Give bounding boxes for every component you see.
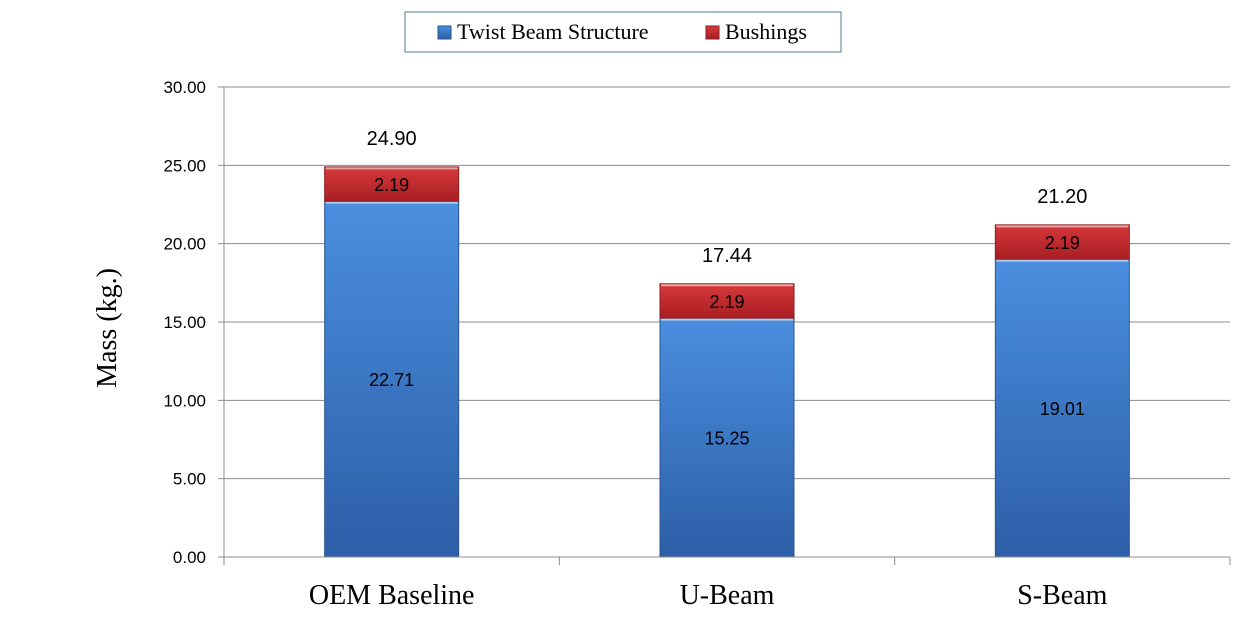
data-label: 15.25 xyxy=(704,429,749,449)
bar-segment xyxy=(324,200,460,558)
labels: 0.00 5.00 10.00 15.00 20.00 25.00 30.00 22.71 2.… xyxy=(92,78,1108,611)
axes xyxy=(218,86,1231,565)
data-label: 22.71 xyxy=(369,370,414,390)
total-label: 17.44 xyxy=(702,245,752,267)
bars xyxy=(324,166,1130,558)
x-tick-label: U-Beam xyxy=(680,580,775,611)
y-tick-label: 0.00 xyxy=(173,548,206,567)
bar-segment xyxy=(994,258,1130,558)
bar-segment xyxy=(659,317,795,558)
bar-segment xyxy=(324,166,460,202)
legend-label: Bushings xyxy=(725,19,807,44)
data-label: 2.19 xyxy=(709,292,744,312)
y-tick-label: 5.00 xyxy=(173,470,206,489)
data-label: 19.01 xyxy=(1040,399,1085,419)
y-tick-label: 10.00 xyxy=(163,391,206,410)
legend-label: Twist Beam Structure xyxy=(457,19,649,44)
legend-frame xyxy=(404,11,842,53)
total-label: 21.20 xyxy=(1037,186,1087,208)
y-tick-label: 15.00 xyxy=(163,313,206,332)
y-tick-label: 30.00 xyxy=(163,78,206,97)
total-label: 24.90 xyxy=(367,128,417,150)
y-axis-title: Mass (kg.) xyxy=(92,268,123,388)
x-tick-label: S-Beam xyxy=(1017,580,1107,611)
bar-segment xyxy=(994,224,1130,260)
y-tick-label: 20.00 xyxy=(163,235,206,254)
legend-swatch xyxy=(705,25,720,40)
bar-segment xyxy=(659,283,795,319)
x-tick-label: OEM Baseline xyxy=(309,580,475,611)
legend: Twist Beam Structure Bushings xyxy=(404,11,842,53)
legend-swatch xyxy=(437,25,452,40)
data-label: 2.19 xyxy=(374,175,409,195)
y-tick-label: 25.00 xyxy=(163,156,206,175)
data-label: 2.19 xyxy=(1045,233,1080,253)
